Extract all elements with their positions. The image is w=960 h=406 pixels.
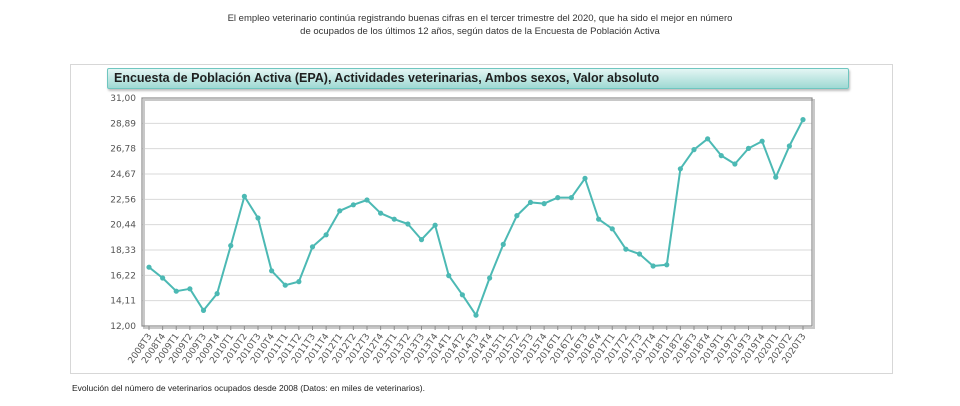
intro-text: El empleo veterinario continúa registran… [180, 12, 780, 38]
data-point[interactable] [160, 275, 166, 281]
data-point[interactable] [391, 216, 397, 222]
data-point[interactable] [514, 213, 520, 219]
data-point[interactable] [596, 216, 602, 222]
data-point[interactable] [582, 175, 588, 181]
data-point[interactable] [432, 222, 438, 228]
data-point[interactable] [173, 288, 179, 294]
x-axis-ticks: 2008T32008T42009T12009T22009T32009T42010… [127, 326, 808, 366]
y-tick-label: 16,22 [110, 271, 136, 281]
y-tick-label: 22,56 [110, 195, 136, 205]
grid-lines [142, 97, 812, 327]
data-point[interactable] [568, 195, 574, 201]
data-point[interactable] [146, 264, 152, 270]
data-point[interactable] [309, 244, 316, 250]
data-point[interactable] [705, 136, 711, 142]
data-point[interactable] [200, 307, 207, 313]
data-point[interactable] [241, 193, 247, 199]
y-tick-label: 24,67 [110, 170, 136, 180]
data-point[interactable] [541, 201, 547, 207]
data-point[interactable] [527, 199, 534, 205]
data-point[interactable] [187, 286, 193, 292]
data-point[interactable] [446, 273, 452, 279]
data-point[interactable] [786, 143, 792, 149]
y-tick-label: 14,11 [110, 297, 136, 307]
y-tick-label: 20,44 [110, 221, 136, 231]
data-point[interactable] [555, 195, 561, 201]
y-axis-ticks: 12,00 14,11 16,22 18,33 20,44 22,56 24,67 26,78… [110, 94, 136, 332]
intro-line-2: de ocupados de los últimos 12 años, segú… [300, 26, 660, 37]
data-point[interactable] [282, 282, 288, 288]
data-point[interactable] [691, 147, 697, 153]
data-point[interactable] [255, 215, 261, 221]
data-point[interactable] [296, 279, 302, 285]
data-point[interactable] [269, 268, 275, 274]
plot-shadow [143, 99, 815, 329]
data-point[interactable] [214, 291, 220, 297]
data-point[interactable] [323, 232, 329, 238]
data-point[interactable] [732, 161, 738, 167]
data-point[interactable] [664, 262, 670, 268]
plot-border [141, 97, 815, 329]
y-tick-label: 12,00 [110, 322, 136, 332]
data-point[interactable] [636, 251, 643, 257]
y-tick-label: 26,78 [110, 145, 136, 155]
data-point[interactable] [473, 312, 479, 318]
y-tick-label: 31,00 [110, 94, 136, 104]
data-point[interactable] [623, 246, 629, 252]
figure-caption: Evolución del número de veterinarios ocu… [72, 383, 425, 393]
series-points [146, 117, 806, 318]
data-point[interactable] [418, 237, 425, 243]
intro-line-1: El empleo veterinario continúa registran… [227, 13, 733, 24]
data-point[interactable] [800, 117, 806, 123]
data-point[interactable] [773, 174, 779, 180]
data-point[interactable] [500, 241, 506, 247]
chart-title: Encuesta de Población Activa (EPA), Acti… [107, 68, 849, 89]
data-point[interactable] [487, 275, 493, 281]
chart-frame [70, 64, 893, 374]
data-point[interactable] [677, 166, 683, 172]
data-point[interactable] [337, 208, 343, 214]
data-point[interactable] [718, 153, 724, 159]
plot-border-rect [141, 97, 813, 327]
data-point[interactable] [459, 292, 465, 298]
data-point[interactable] [745, 145, 752, 151]
data-point[interactable] [609, 226, 615, 232]
data-point[interactable] [350, 202, 356, 208]
data-point[interactable] [405, 221, 411, 227]
y-tick-label: 28,89 [110, 119, 136, 129]
data-point[interactable] [650, 263, 656, 269]
data-point[interactable] [378, 210, 384, 216]
data-point[interactable] [759, 138, 765, 144]
data-point[interactable] [364, 197, 370, 203]
data-point[interactable] [228, 243, 234, 249]
y-tick-label: 18,33 [110, 246, 136, 256]
